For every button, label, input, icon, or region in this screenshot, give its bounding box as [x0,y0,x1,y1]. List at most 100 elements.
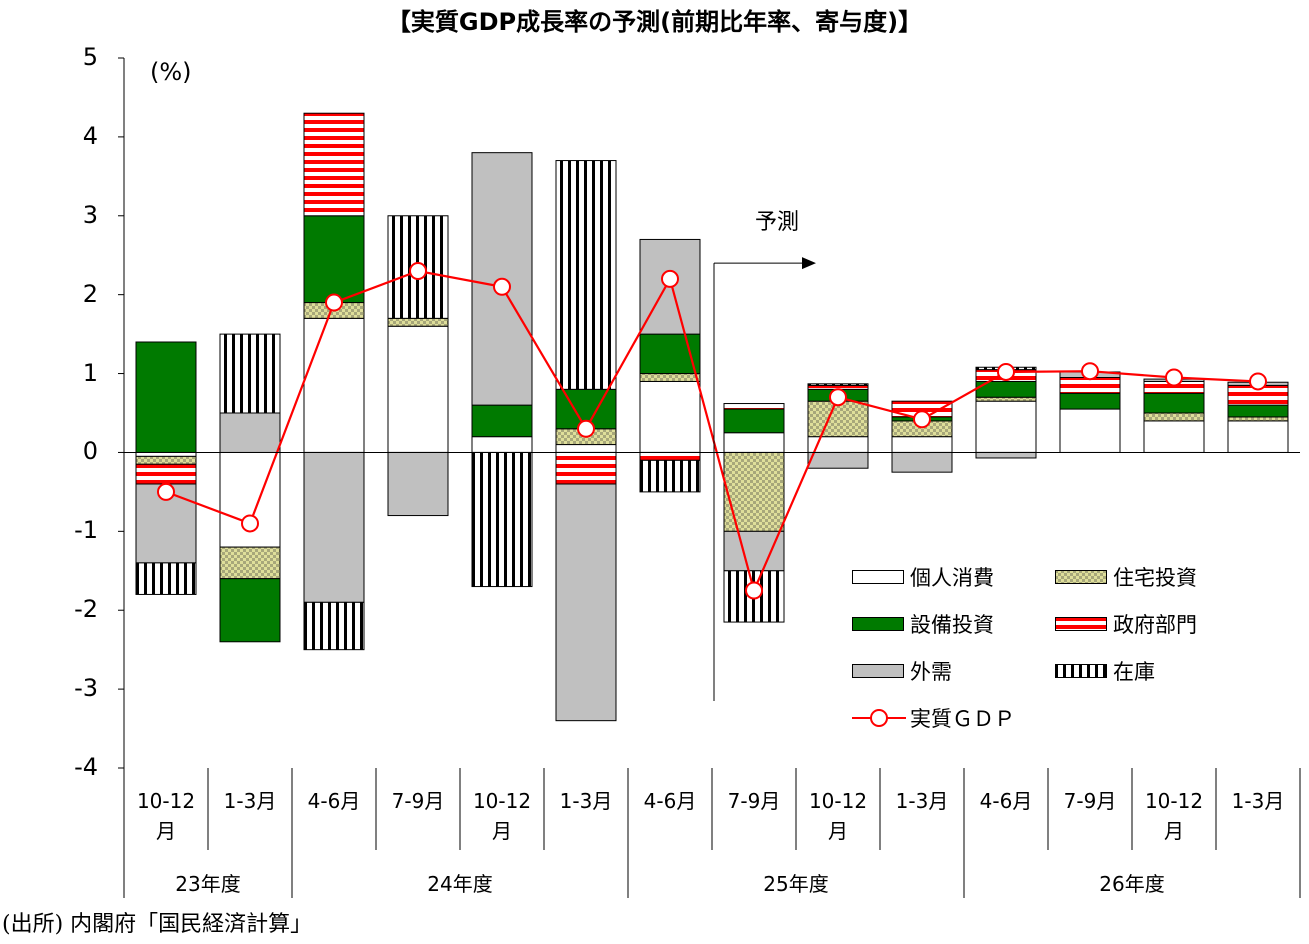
bar-exports [807,451,869,469]
y-tick-label: 1 [82,358,98,387]
legend-swatch [852,570,904,584]
bar-capex [1227,404,1289,418]
x-category-line: 7-9月 [727,789,781,813]
bar-government [303,112,365,217]
y-tick-label: -2 [74,595,98,624]
y-tick-label: 2 [82,279,98,308]
x-category-line: 月 [156,819,176,843]
gdp-point [913,410,931,429]
forecast-arrow-head [802,257,816,270]
legend-item-gdp_line: 実質ＧＤＰ [852,703,1015,733]
bar-consumption [135,451,197,457]
bar-government [723,403,785,410]
fiscal-year-label: 25年度 [763,872,829,896]
bar-consumption [1227,420,1289,453]
legend-item-exports: 外需 [852,656,952,686]
bar-consumption [471,436,533,453]
gdp-point [745,581,763,600]
x-category-line: 7-9月 [391,789,445,813]
gdp-point [409,262,427,280]
bar-housing [807,400,869,438]
bar-exports [303,451,365,603]
x-category-label: 1-3月 [1216,786,1300,816]
source-note: (出所) 内閣府「国民経済計算」 [2,912,313,937]
gdp-point [661,269,679,288]
bar-inventory [555,160,617,390]
x-category-label: 1-3月 [544,786,628,816]
bar-consumption [975,400,1037,453]
legend-swatch [852,664,904,678]
bar-consumption [303,317,365,453]
x-category-line: 1-3月 [895,789,949,813]
gdp-point [325,293,343,312]
bar-government [555,451,617,485]
bar-inventory [471,451,533,588]
x-category-line: 月 [1164,819,1184,843]
bar-consumption [639,380,701,453]
y-unit-label: (%) [150,58,192,86]
bar-housing [1227,416,1289,422]
bar-housing [387,317,449,327]
gdp-point [1249,372,1267,391]
bar-housing [975,396,1037,402]
bar-capex [303,215,365,304]
chart-title: 【実質GDP成長率の予測(前期比年率、寄与度)】 [386,8,923,36]
x-category-line: 4-6月 [979,789,1033,813]
bar-capex [1143,392,1205,414]
legend-label: 外需 [910,660,952,684]
gdp-point [157,482,175,501]
legend-swatch-line [852,709,906,727]
bar-consumption [891,436,953,453]
legend-item-capex: 設備投資 [852,609,994,639]
y-tick-label: -4 [74,753,98,781]
fiscal-year-label: 24年度 [427,872,493,896]
bar-inventory [639,459,701,493]
bar-consumption [387,325,449,453]
x-category-line: 月 [492,819,512,843]
gdp-point [1081,362,1099,381]
bar-government [135,463,197,485]
legend-label: 住宅投資 [1113,566,1197,590]
legend-label: 在庫 [1113,660,1155,684]
x-category-line: 10-12 [1144,789,1204,813]
bar-capex [723,408,785,434]
bar-exports [723,530,785,572]
legend-label: 個人消費 [910,566,994,590]
legend-swatch [1055,570,1107,584]
bar-exports [387,451,449,517]
x-category-line: 4-6月 [643,789,697,813]
x-category-line: 7-9月 [1063,789,1117,813]
gdp-line [165,269,1259,594]
legend-item-inventory: 在庫 [1055,656,1155,686]
x-category-line: 1-3月 [559,789,613,813]
bar-housing [1143,412,1205,422]
legend-label: 設備投資 [910,613,994,637]
bar-housing [135,455,197,465]
bar-inventory [807,383,869,386]
bar-capex [471,404,533,438]
x-category-line: 10-12 [472,789,532,813]
x-category-line: 4-6月 [307,789,361,813]
gdp-point [493,277,511,296]
y-tick-label: 5 [82,43,98,71]
legend-item-government: 政府部門 [1055,609,1197,639]
bar-exports [891,451,953,473]
bar-consumption [723,432,785,453]
x-category-label: 4-6月 [964,786,1048,816]
bar-capex [219,578,281,643]
legend-swatch [1055,617,1107,631]
legend-label: 政府部門 [1113,613,1197,637]
bar-exports [975,451,1037,459]
bar-housing [219,546,281,580]
x-category-line: 10-12 [136,789,196,813]
legend-item-consumption: 個人消費 [852,562,994,592]
x-category-line: 10-12 [808,789,868,813]
gdp-point [1165,368,1183,387]
legend-item-housing: 住宅投資 [1055,562,1197,592]
legend-label: 実質ＧＤＰ [910,707,1015,731]
bar-inventory [135,562,197,595]
x-category-label: 1-3月 [208,786,292,816]
gdp-point [829,388,847,407]
y-tick-label: 0 [82,437,98,466]
